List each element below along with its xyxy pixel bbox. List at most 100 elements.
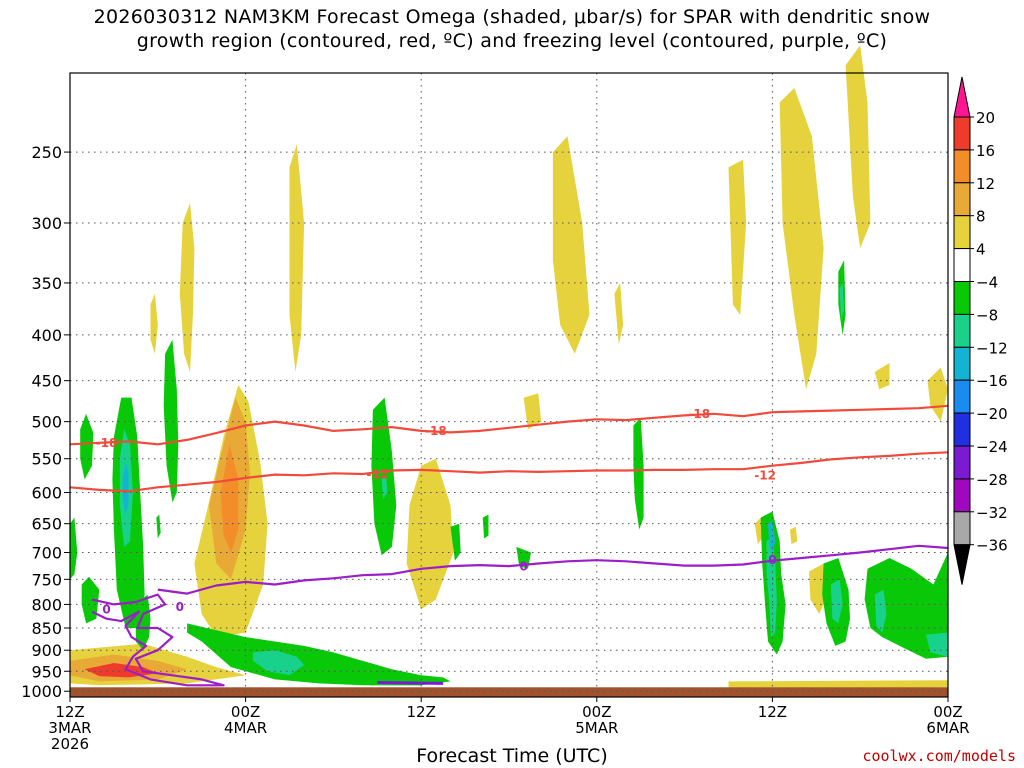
shade-green-left-3 — [81, 576, 100, 624]
shade-green-left-1 — [80, 413, 94, 480]
shade-green-7 — [156, 514, 161, 539]
colorbar: 20 16 12 8 4 −4 −8 −12 −16 −20 −24 −28 −32 −36 — [953, 76, 1008, 585]
shade-yellow-17 — [790, 526, 798, 545]
colorbar-bottom-arrow — [953, 544, 971, 585]
colorbar-top-arrow — [953, 76, 971, 118]
x-tick-line-60-0: 00Z — [933, 703, 962, 721]
colorbar-swatch-6 — [953, 281, 971, 315]
shade-blue-left-4 — [122, 462, 129, 515]
x-tick-label-12: 00Z 4MAR — [224, 703, 267, 737]
colorbar-swatch-1 — [953, 116, 971, 151]
contour-label-5: 0 — [519, 560, 527, 574]
colorbar-swatch-4 — [953, 215, 971, 250]
colorbar-swatch-9 — [953, 379, 971, 414]
shade-green-11 — [482, 514, 489, 539]
colorbar-swatch-3 — [953, 182, 971, 217]
x-tick-line-12-0: 00Z — [231, 703, 260, 721]
contour-freezing-surface — [377, 681, 444, 685]
shade-green-6 — [163, 339, 179, 503]
x-tick-line-60-1: 6MAR — [926, 719, 969, 737]
colorbar-tick-label-0: 20 — [976, 109, 995, 127]
y-tick-label-550: 550 — [31, 450, 62, 469]
x-tick-label-0: 12Z 3MAR 2026 — [48, 703, 91, 753]
contour-freezing — [157, 544, 949, 595]
shade-cyan-15 — [839, 282, 845, 320]
shade-blue-14 — [768, 520, 776, 553]
shade-cyan-9 — [381, 476, 388, 499]
y-tick-label-250: 250 — [31, 143, 62, 162]
shade-green-left-5 — [135, 594, 151, 651]
y-tick-label-300: 300 — [31, 214, 62, 233]
x-tick-label-60: 00Z 6MAR — [926, 703, 969, 737]
shade-yellow-8 — [614, 282, 624, 345]
y-tick-label-750: 750 — [31, 570, 62, 589]
x-tick-label-36: 00Z 5MAR — [575, 703, 618, 737]
x-tick-line-36-1: 5MAR — [575, 719, 618, 737]
shade-yellow-bottom-right — [728, 680, 948, 690]
y-tick-label-700: 700 — [31, 543, 62, 562]
shade-cyan-16 — [830, 579, 843, 624]
shade-cyan-18 — [926, 632, 948, 657]
colorbar-swatch-13 — [953, 511, 971, 546]
shade-green-left-2 — [70, 517, 78, 580]
y-tick-label-900: 900 — [31, 641, 62, 660]
x-tick-label-24: 12Z — [407, 703, 436, 721]
shade-green-8 — [187, 623, 451, 686]
colorbar-tick-label-8: −16 — [976, 372, 1008, 390]
y-tick-label-450: 450 — [31, 372, 62, 391]
contour-freezing-loop — [91, 593, 225, 687]
colorbar-swatch-8 — [953, 346, 971, 381]
colorbar-swatch-7 — [953, 313, 971, 348]
x-tick-line-0-1: 3MAR — [48, 719, 91, 737]
y-tick-label-850: 850 — [31, 619, 62, 638]
shade-green-13 — [633, 417, 644, 530]
contour-dgz_lower — [69, 451, 949, 493]
shade-red-main — [220, 444, 239, 553]
y-tick-label-1000: 1000 — [21, 682, 62, 701]
x-tick-label-48: 12Z — [758, 703, 787, 721]
shade-yellow-9 — [523, 393, 542, 430]
x-tick-line-48-0: 12Z — [758, 703, 787, 721]
omega-shading-layer — [70, 45, 948, 690]
y-tick-label-650: 650 — [31, 515, 62, 534]
contour-label-1: -18 — [425, 424, 447, 438]
x-tick-line-24-0: 12Z — [407, 703, 436, 721]
shade-yellow-16 — [754, 517, 763, 545]
shade-yellow-11 — [779, 88, 824, 390]
contour-label-3: -12 — [366, 468, 388, 482]
x-axis-title: Forecast Time (UTC) — [416, 745, 608, 767]
shade-yellow-tall-3 — [179, 203, 195, 372]
shade-yellow-7 — [552, 136, 590, 354]
contour-label-4: -12 — [754, 468, 776, 482]
shade-yellow-10 — [728, 159, 747, 315]
colorbar-tick-label-3: 8 — [976, 208, 986, 226]
shade-green-10 — [450, 523, 461, 561]
colorbar-tick-label-7: −12 — [976, 339, 1008, 357]
x-tick-line-0-0: 12Z — [55, 703, 84, 721]
shade-yellow-5 — [289, 144, 305, 372]
colorbar-tick-label-5: −4 — [976, 274, 998, 292]
chart-title-line1: 2026030312 NAM3KM Forecast Omega (shaded… — [93, 6, 931, 28]
colorbar-tick-label-9: −20 — [976, 405, 1008, 423]
contour-label-6: 0 — [768, 553, 776, 567]
site-credit: coolwx.com/models — [862, 747, 1016, 765]
x-tick-line-0-2: 2026 — [51, 735, 89, 753]
plot-frame — [69, 72, 949, 698]
y-tick-label-950: 950 — [31, 662, 62, 681]
y-tick-label-500: 500 — [31, 413, 62, 432]
shade-yellow-13 — [927, 367, 948, 422]
contour-label-2: -18 — [688, 407, 710, 421]
shade-yellow-14 — [874, 363, 890, 390]
shade-green-17 — [864, 552, 948, 659]
shade-cyan-8 — [252, 650, 305, 676]
colorbar-tick-label-2: 12 — [976, 175, 995, 193]
y-tick-label-600: 600 — [31, 484, 62, 503]
contour-dgz_upper — [69, 404, 949, 446]
y-axis-ticks: 250 300 350 400 450 500 550 600 650 700 750 800 850 9… — [21, 143, 70, 701]
colorbar-swatch-11 — [953, 445, 971, 480]
y-tick-label-800: 800 — [31, 595, 62, 614]
colorbar-swatch-10 — [953, 412, 971, 447]
contour-label-7: 0 — [102, 602, 110, 616]
